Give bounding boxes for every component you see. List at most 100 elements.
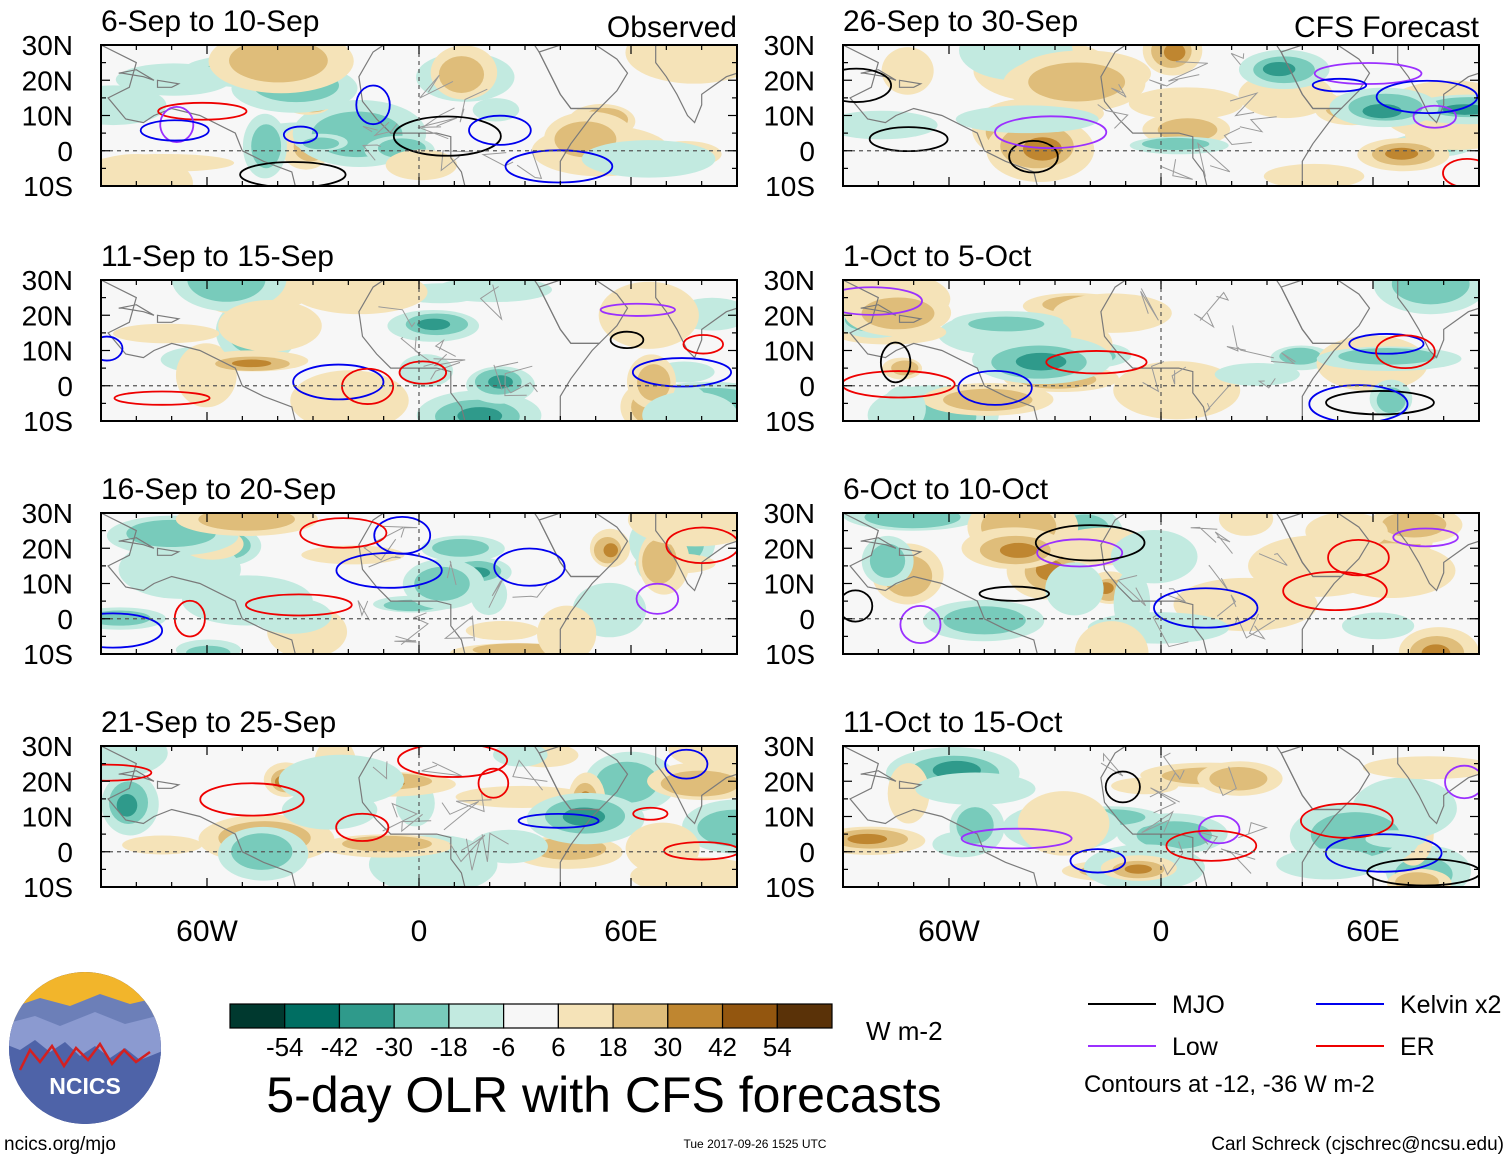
dry-anomaly xyxy=(122,835,203,855)
wet-anomaly xyxy=(115,63,232,96)
coastline xyxy=(860,69,897,81)
dry-anomaly xyxy=(101,154,193,186)
dry-anomaly xyxy=(668,746,737,771)
dry-anomaly xyxy=(625,822,700,875)
border xyxy=(1171,366,1187,385)
lon-label: 60W xyxy=(176,915,238,948)
coastline xyxy=(655,746,737,825)
wave-contour xyxy=(477,767,510,799)
wet-anomaly xyxy=(1391,280,1470,305)
wave-contour xyxy=(239,161,347,186)
wave-contour xyxy=(245,593,353,617)
panel-date-label: 6-Sep to 10-Sep xyxy=(101,5,319,38)
dry-anomaly xyxy=(1385,147,1419,160)
wave-contour xyxy=(101,335,124,362)
lat-label: 30N xyxy=(22,498,73,529)
wet-anomaly xyxy=(881,385,926,421)
border xyxy=(420,107,455,128)
coastline xyxy=(358,280,601,421)
wave-contour xyxy=(341,367,395,405)
coastline xyxy=(1100,280,1343,421)
border xyxy=(1162,841,1184,876)
legend-note: Contours at -12, -36 W m-2 xyxy=(1084,1071,1375,1098)
border xyxy=(1100,752,1124,777)
wave-contour xyxy=(1282,570,1388,612)
wet-anomaly xyxy=(116,794,138,817)
map-panel: 1-Oct to 5-Oct 30N 20N 10N 0 10S xyxy=(764,240,1480,437)
border xyxy=(440,150,473,172)
border xyxy=(434,338,456,357)
coastline xyxy=(1280,746,1371,811)
border xyxy=(456,792,492,813)
wet-anomaly xyxy=(915,772,1036,806)
lat-label: 20N xyxy=(22,533,73,564)
wave-contour xyxy=(113,390,211,406)
border xyxy=(443,615,475,641)
lat-label: 30N xyxy=(764,30,815,61)
border xyxy=(1111,84,1127,98)
border xyxy=(481,152,514,167)
footer-url[interactable]: ncics.org/mjo xyxy=(4,1134,116,1155)
wave-contour xyxy=(1104,770,1141,804)
dry-anomaly xyxy=(1395,872,1439,887)
coastline xyxy=(118,69,155,81)
wet-anomaly xyxy=(1262,61,1296,77)
dry-anomaly xyxy=(1157,118,1218,142)
coastline xyxy=(1397,746,1479,825)
wave-contour xyxy=(1153,587,1259,629)
colorbar-tick-label: -30 xyxy=(375,1032,413,1062)
lat-label: 0 xyxy=(799,604,815,635)
map-panel: 21-Sep to 25-Sep 30N 20N 10N 0 10S xyxy=(22,706,738,903)
border xyxy=(1216,594,1237,617)
colorbar: -54 -42 -30 -18 -6 6 18 30 42 54 xyxy=(229,1003,833,1062)
lat-label: 20N xyxy=(22,65,73,96)
coastline xyxy=(118,304,155,316)
coastline xyxy=(156,780,181,789)
dry-anomaly xyxy=(301,545,405,565)
wet-anomaly xyxy=(1110,530,1198,584)
coastline xyxy=(118,770,155,782)
wave-contour xyxy=(1442,157,1479,186)
wave-contour xyxy=(1327,538,1390,577)
coastline xyxy=(655,45,737,124)
lat-label: 10S xyxy=(23,639,73,670)
lat-label: 30N xyxy=(764,265,815,296)
wave-contour xyxy=(299,517,388,549)
wave-contour xyxy=(957,369,1033,406)
border xyxy=(1239,116,1277,133)
border xyxy=(1116,575,1147,607)
footer-timestamp: Tue 2017-09-26 1525 UTC xyxy=(684,1137,827,1151)
wave-contour xyxy=(1412,104,1457,129)
map-panel: 26-Sep to 30-Sep 30N 20N 10N 0 10S xyxy=(764,5,1480,202)
dry-anomaly xyxy=(290,370,409,421)
dry-anomaly xyxy=(1263,163,1365,186)
wave-contour xyxy=(1045,350,1148,375)
lat-label: 10S xyxy=(765,171,815,202)
border xyxy=(441,800,480,831)
border xyxy=(1190,526,1218,543)
dry-anomaly xyxy=(1028,62,1126,102)
dry-anomaly xyxy=(1128,87,1244,120)
dry-anomaly xyxy=(231,359,272,368)
panel-date-label: 6-Oct to 10-Oct xyxy=(843,473,1049,506)
border xyxy=(1220,848,1256,874)
lat-label: 10N xyxy=(22,569,73,600)
map-panel: 16-Sep to 20-Sep 30N 20N 10N 0 10S xyxy=(22,473,738,670)
wave-contour xyxy=(843,370,956,399)
wave-contour xyxy=(635,582,680,615)
wet-anomaly xyxy=(432,538,489,557)
legend-label: Kelvin x2 xyxy=(1400,991,1501,1019)
wet-anomaly xyxy=(1338,348,1437,365)
coastline xyxy=(358,45,601,186)
border xyxy=(394,635,417,643)
border xyxy=(516,149,543,180)
border xyxy=(1149,79,1179,87)
lat-label: 10N xyxy=(764,101,815,132)
lat-label: 20N xyxy=(764,65,815,96)
dry-anomaly xyxy=(229,45,328,83)
wet-anomaly xyxy=(595,761,659,803)
coastline xyxy=(1397,45,1479,124)
wave-contour xyxy=(282,125,319,144)
border xyxy=(446,560,457,586)
wet-anomaly xyxy=(186,645,231,654)
